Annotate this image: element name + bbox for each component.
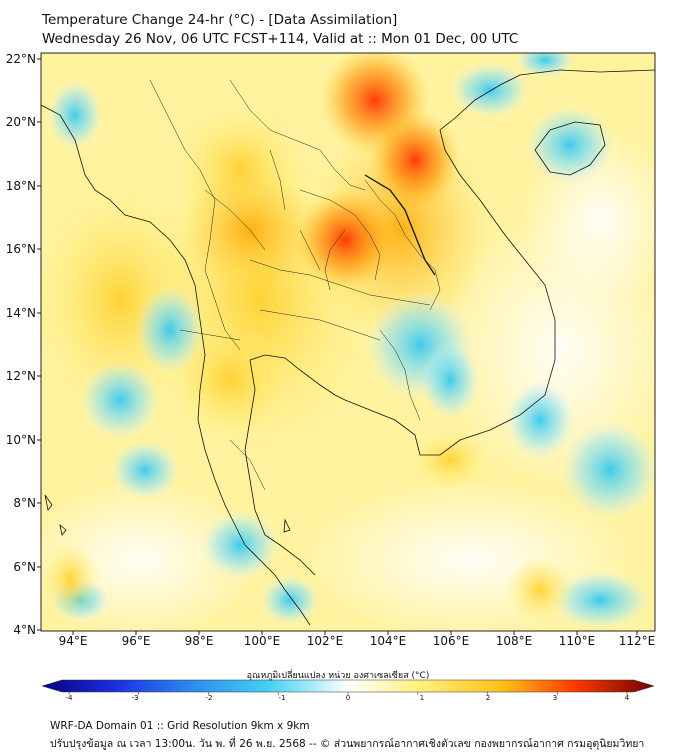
lon-label: 98°E xyxy=(184,634,214,648)
lon-label: 110°E xyxy=(558,634,596,648)
colorbar-tick-label: -1 xyxy=(278,694,286,702)
colorbar-tick-label: -3 xyxy=(131,694,139,702)
colorbar-tick-label: 4 xyxy=(624,694,630,702)
map-subtitle-valid-time: Wednesday 26 Nov, 06 UTC FCST+114, Valid… xyxy=(42,31,519,47)
colorbar-tick-label: 2 xyxy=(485,694,491,702)
colorbar-tick-label: -2 xyxy=(205,694,213,702)
lon-label: 108°E xyxy=(495,634,533,648)
lon-label: 112°E xyxy=(618,634,656,648)
lat-label: 10°N xyxy=(5,433,36,447)
mekong-border xyxy=(364,174,436,276)
colorbar xyxy=(41,679,655,695)
admin-borders xyxy=(149,79,441,491)
colorbar-tick-label: 1 xyxy=(419,694,425,702)
footer-credit: ปรับปรุงข้อมูล ณ เวลา 13:00น. วัน พ. ที่… xyxy=(50,738,645,750)
lat-label: 6°N xyxy=(13,560,36,574)
lat-label: 12°N xyxy=(5,369,36,383)
colorbar-gradient xyxy=(41,679,655,693)
colorbar-title: อุณหภูมิเปลี่ยนแปลง หน่วย องศาเซลเซียส (… xyxy=(246,671,430,681)
lat-label: 16°N xyxy=(5,242,36,256)
temperature-field xyxy=(41,53,655,631)
footer-model-info: WRF-DA Domain 01 :: Grid Resolution 9km … xyxy=(50,720,310,732)
colorbar-tick-label: -4 xyxy=(65,694,73,702)
colorbar-tick-label: 0 xyxy=(345,694,351,702)
map-title: Temperature Change 24-hr (°C) - [Data As… xyxy=(42,12,398,28)
coastlines xyxy=(41,69,655,626)
axis-ticks xyxy=(37,58,638,635)
lon-label: 106°E xyxy=(432,634,470,648)
lon-label: 102°E xyxy=(306,634,344,648)
lon-label: 104°E xyxy=(369,634,407,648)
lon-label: 100°E xyxy=(243,634,281,648)
colorbar-tick-label: 3 xyxy=(552,694,558,702)
lat-label: 14°N xyxy=(5,306,36,320)
map-frame xyxy=(40,52,656,632)
lat-label: 20°N xyxy=(5,115,36,129)
lon-label: 96°E xyxy=(121,634,151,648)
lat-label: 22°N xyxy=(5,52,36,66)
lat-label: 18°N xyxy=(5,179,36,193)
colorbar-ticks xyxy=(68,692,628,695)
lat-label: 8°N xyxy=(13,496,36,510)
lon-label: 94°E xyxy=(58,634,88,648)
lat-label: 4°N xyxy=(13,623,36,637)
